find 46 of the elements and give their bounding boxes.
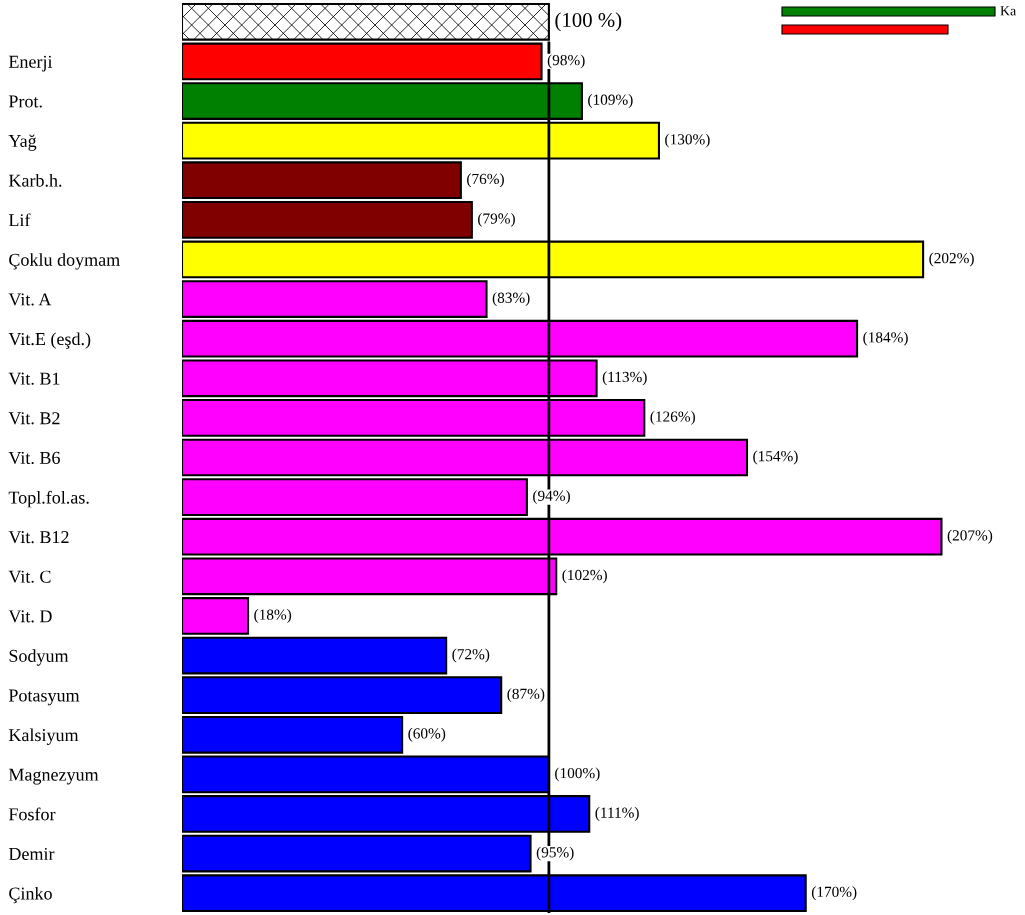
data-label: (109%)	[588, 94, 633, 108]
y-tick-label: Çoklu doymam	[9, 253, 120, 270]
y-tick-label: Prot.	[8, 95, 42, 108]
data-label: (76%)	[467, 173, 504, 188]
y-tick-label: Vit.E (eşd.)	[8, 332, 91, 349]
y-tick-label: Topl.fol.as.	[8, 490, 89, 508]
data-label: (130%)	[665, 133, 710, 148]
data-label: (111%)	[595, 807, 639, 821]
data-label: (60%)	[408, 727, 446, 742]
data-label: (94%)	[533, 490, 570, 505]
data-label: (154%)	[753, 450, 798, 465]
y-tick-label: Yağ	[8, 134, 37, 151]
data-label: (18%)	[254, 609, 292, 623]
data-label: (100%)	[555, 767, 600, 782]
y-tick-label: Vit. A	[8, 293, 52, 306]
y-tick-label: Kalsiyum	[8, 728, 79, 745]
data-label: (113%)	[602, 371, 647, 386]
y-tick-label: Karb.h.	[8, 173, 62, 187]
data-label: (184%)	[863, 331, 908, 346]
data-label: (98%)	[547, 54, 585, 69]
y-tick-label: Vit. B1	[8, 372, 60, 385]
data-label: (87%)	[507, 688, 545, 703]
data-label: (170%)	[811, 886, 857, 901]
data-label: (79%)	[478, 212, 515, 227]
y-tick-label: Çinko	[9, 886, 52, 904]
y-tick-label: Vit. B2	[8, 412, 60, 425]
y-tick-label: Sodyum	[9, 649, 69, 666]
y-tick-label: Vit. B6	[8, 451, 60, 465]
data-label: (102%)	[562, 569, 607, 584]
data-label: (72%)	[452, 648, 490, 663]
y-tick-label: Enerji	[8, 55, 53, 72]
y-tick-label: Potasyum	[8, 689, 80, 706]
y-tick-label: Demir	[8, 847, 55, 861]
data-label: (126%)	[650, 410, 695, 425]
y-tick-label: Magnezyum	[8, 768, 99, 785]
y-tick-label: Vit. D	[8, 610, 52, 623]
data-label: (207%)	[947, 529, 993, 544]
data-label: (95%)	[536, 846, 574, 861]
data-label: (202%)	[929, 252, 974, 267]
y-tick-label: Vit. B12	[8, 531, 69, 544]
data-label: (83%)	[492, 292, 530, 306]
data-label: (100 %)	[555, 12, 622, 32]
y-tick-label: Lif	[8, 213, 31, 227]
text: Ka	[1000, 6, 1016, 16]
y-tick-label: Fosfor	[8, 807, 56, 821]
y-tick-label: Vit. C	[8, 570, 51, 583]
